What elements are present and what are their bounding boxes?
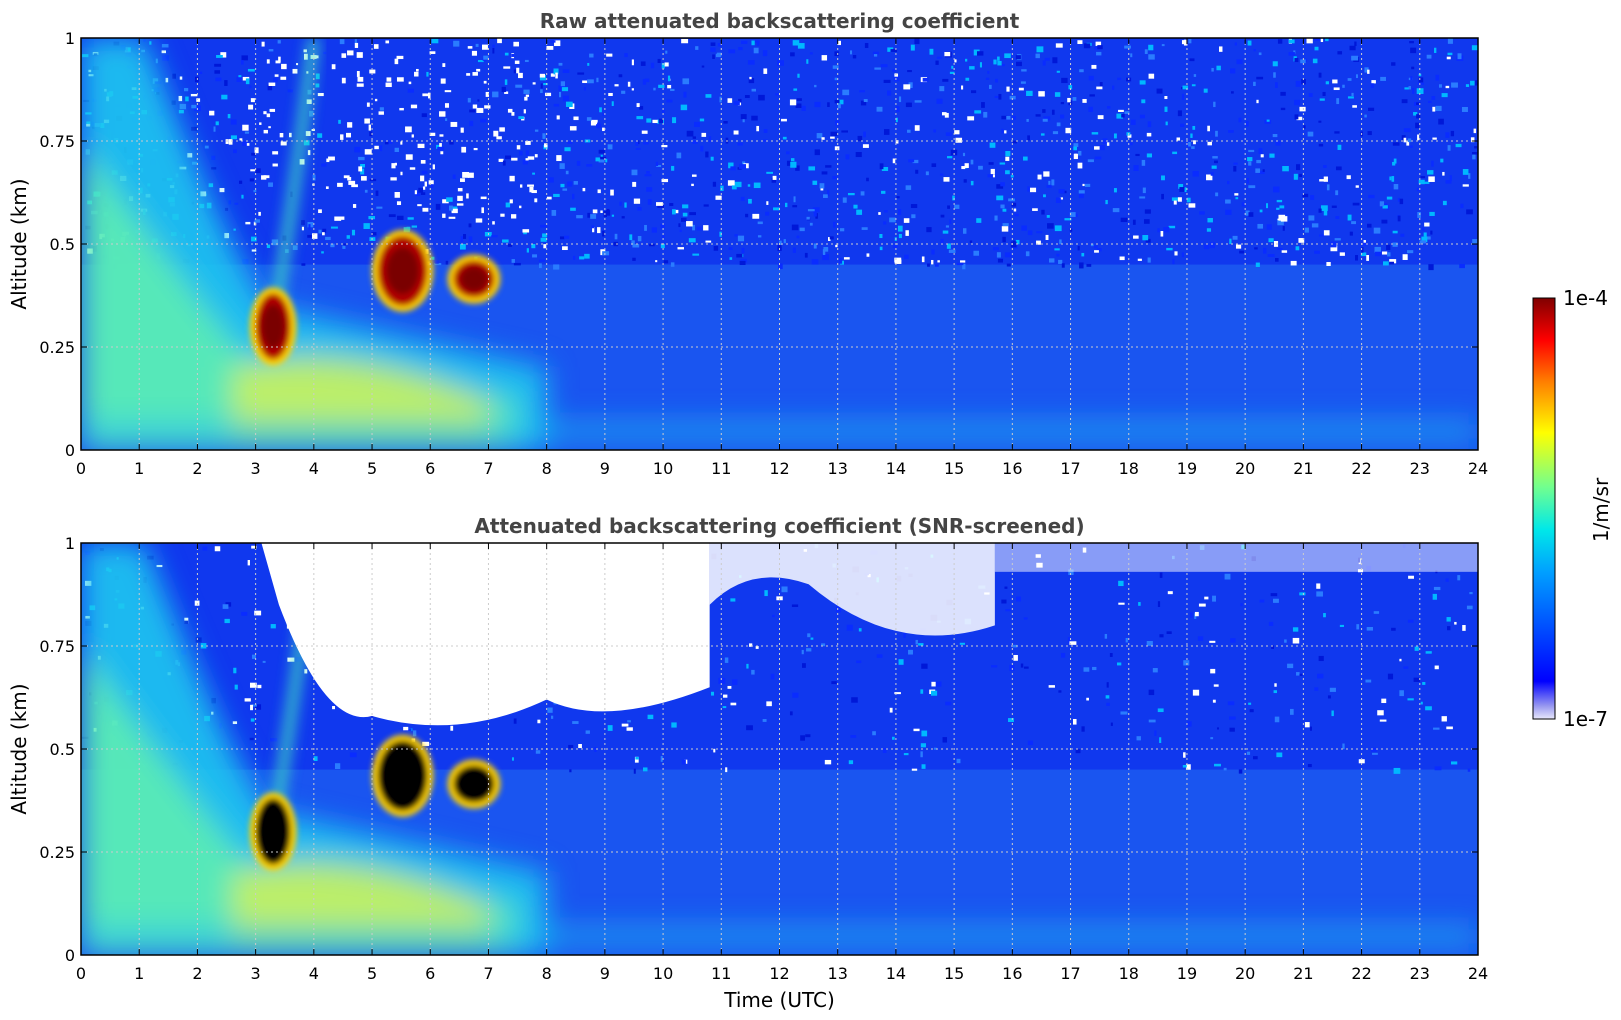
y-tick-label: 0 [65, 946, 75, 965]
x-tick-label: 21 [1293, 964, 1313, 983]
x-tick-label: 7 [483, 964, 493, 983]
grid [80, 37, 1479, 451]
y-ticks: 0 0.25 0.5 0.75 1 [39, 534, 1478, 965]
y-axis-label: Altitude (km) [7, 683, 31, 814]
x-tick-label: 3 [251, 964, 261, 983]
x-tick-label: 9 [600, 964, 610, 983]
cloud [371, 734, 434, 817]
x-tick-label: 0 [76, 964, 86, 983]
cloud [249, 792, 297, 871]
cloud [447, 759, 501, 809]
panel-title: Attenuated backscattering coefficient (S… [474, 514, 1084, 538]
cloud-layer [249, 734, 501, 871]
colorbar-gradient [1532, 297, 1556, 720]
cloud [447, 254, 501, 304]
y-axis-label: Altitude (km) [7, 178, 31, 309]
x-tick-label: 2 [192, 964, 202, 983]
x-tick-label: 4 [309, 964, 319, 983]
y-tick-label: 1 [65, 534, 75, 553]
x-tick-label: 20 [1235, 964, 1255, 983]
x-tick-label: 17 [1060, 964, 1080, 983]
x-tick-label: 15 [944, 964, 964, 983]
y-tick-label: 0.25 [39, 338, 75, 357]
x-tick-label: 18 [1119, 964, 1139, 983]
panel-title: Raw attenuated backscattering coefficien… [540, 9, 1020, 33]
screened-backscatter-panel: 0 1 2 3 4 5 6 7 8 9 10 11 12 13 14 15 16 17 18 19 20 21 22 23 24… [7, 514, 1488, 1012]
y-tick-label: 0 [65, 441, 75, 460]
x-tick-label: 20 [1235, 459, 1255, 478]
x-tick-label: 12 [769, 964, 789, 983]
x-tick-label: 23 [1410, 459, 1430, 478]
heatmap-layer [81, 38, 1478, 450]
raw-backscatter-panel: 0 1 2 3 4 5 6 7 8 9 10 11 12 13 14 15 16 17 18 19 20 21 22 23 24… [7, 9, 1488, 478]
x-tick-label: 19 [1177, 964, 1197, 983]
x-tick-label: 1 [134, 459, 144, 478]
x-axis-label: Time (UTC) [723, 988, 835, 1012]
y-tick-label: 1 [65, 29, 75, 48]
x-tick-label: 4 [309, 459, 319, 478]
x-tick-label: 14 [886, 459, 906, 478]
y-tick-label: 0.75 [39, 132, 75, 151]
x-tick-label: 24 [1468, 964, 1488, 983]
x-tick-label: 0 [76, 459, 86, 478]
x-tick-label: 13 [828, 964, 848, 983]
y-tick-label: 0.75 [39, 637, 75, 656]
x-ticks: 0 1 2 3 4 5 6 7 8 9 10 11 12 13 14 15 16 17 18 19 20 21 22 23 24 [76, 543, 1488, 983]
y-tick-label: 0.5 [50, 740, 75, 759]
y-tick-label: 0.5 [50, 235, 75, 254]
x-tick-label: 5 [367, 964, 377, 983]
x-tick-label: 5 [367, 459, 377, 478]
x-tick-label: 16 [1002, 964, 1022, 983]
x-tick-label: 14 [886, 964, 906, 983]
screened-out-region [261, 543, 1478, 726]
x-tick-label: 18 [1119, 459, 1139, 478]
x-tick-label: 7 [483, 459, 493, 478]
x-tick-label: 24 [1468, 459, 1488, 478]
x-tick-label: 6 [425, 459, 435, 478]
x-tick-label: 9 [600, 459, 610, 478]
cloud [249, 287, 297, 366]
x-tick-label: 8 [542, 459, 552, 478]
x-tick-label: 16 [1002, 459, 1022, 478]
x-tick-label: 15 [944, 459, 964, 478]
x-tick-label: 6 [425, 964, 435, 983]
colorbar-min-label: 1e-7 [1563, 707, 1608, 731]
colorbar: 1e-4 1e-7 1/m/sr [1532, 286, 1613, 731]
x-tick-label: 3 [251, 459, 261, 478]
x-tick-label: 19 [1177, 459, 1197, 478]
x-tick-label: 22 [1351, 459, 1371, 478]
cloud-layer [249, 229, 501, 366]
x-tick-label: 10 [653, 459, 673, 478]
x-tick-label: 23 [1410, 964, 1430, 983]
x-tick-label: 21 [1293, 459, 1313, 478]
x-tick-label: 11 [711, 459, 731, 478]
x-tick-label: 22 [1351, 964, 1371, 983]
noise-speckle [82, 38, 1478, 271]
x-tick-label: 11 [711, 964, 731, 983]
x-tick-label: 8 [542, 964, 552, 983]
x-ticks: 0 1 2 3 4 5 6 7 8 9 10 11 12 13 14 15 16 17 18 19 20 21 22 23 24 [76, 38, 1488, 478]
y-tick-label: 0.25 [39, 843, 75, 862]
x-tick-label: 1 [134, 964, 144, 983]
x-tick-label: 10 [653, 964, 673, 983]
y-ticks: 0 0.25 0.5 0.75 1 [39, 29, 1478, 460]
cloud [371, 229, 434, 312]
colorbar-max-label: 1e-4 [1563, 286, 1608, 310]
x-tick-label: 12 [769, 459, 789, 478]
x-tick-label: 17 [1060, 459, 1080, 478]
x-tick-label: 2 [192, 459, 202, 478]
colorbar-unit-label: 1/m/sr [1589, 477, 1613, 542]
x-tick-label: 13 [828, 459, 848, 478]
